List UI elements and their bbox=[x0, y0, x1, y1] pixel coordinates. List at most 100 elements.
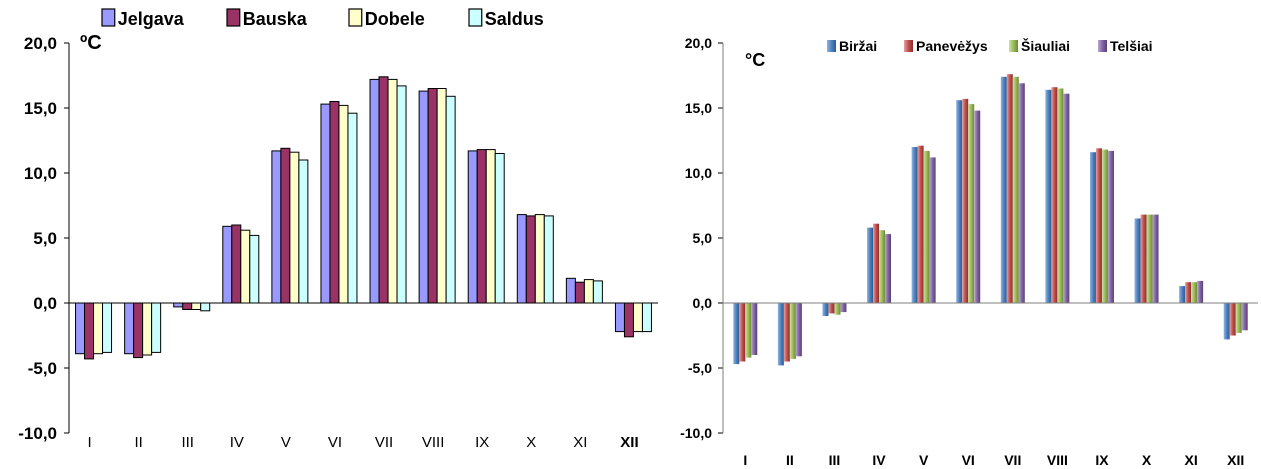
bar-saldus-vi bbox=[347, 112, 358, 304]
legend-label: Saldus bbox=[485, 9, 544, 29]
legend-label: Dobele bbox=[365, 9, 425, 29]
y-tick-label: 10,0 bbox=[24, 164, 57, 183]
bar-saldus-ix bbox=[494, 153, 505, 304]
category-label: V bbox=[281, 434, 291, 451]
bar-telšiai-vi bbox=[974, 110, 981, 303]
category-labels: I II III IV V VI VII VIII IX X XI XII bbox=[743, 452, 1244, 468]
bar-bauska-xii bbox=[623, 302, 634, 338]
bar-panevėžys-i bbox=[739, 303, 746, 362]
category-label: VIII bbox=[1047, 452, 1068, 468]
bar-jelgava-iii bbox=[173, 302, 184, 308]
legend: Biržai Panevėžys Šiauliai Telšiai bbox=[827, 37, 1153, 54]
bar-biržai-xii bbox=[1223, 303, 1230, 340]
bar-biržai-i bbox=[733, 303, 740, 365]
bar-šiauliai-iv bbox=[879, 230, 886, 303]
bar-šiauliai-viii bbox=[1057, 88, 1064, 303]
bar-šiauliai-v bbox=[923, 150, 930, 303]
legend-swatch-biržai bbox=[827, 40, 836, 52]
category-label: II bbox=[134, 434, 142, 451]
y-axis-ticks: -10,0 -5,0 0,0 5,0 10,0 15,0 20,0 bbox=[18, 34, 69, 443]
category-label: IX bbox=[475, 434, 489, 451]
bar-biržai-iv bbox=[867, 227, 874, 303]
bar-jelgava-i bbox=[75, 302, 86, 355]
bar-panevėžys-viii bbox=[1051, 87, 1058, 303]
bar-telšiai-xi bbox=[1197, 280, 1204, 303]
y-tick-label: 15,0 bbox=[685, 100, 712, 116]
bar-saldus-vii bbox=[396, 85, 407, 304]
category-label: III bbox=[181, 434, 194, 451]
category-labels: I II III IV V VI VII VIII IX X XI XII bbox=[87, 434, 638, 451]
bar-telšiai-i bbox=[751, 303, 758, 355]
legend-swatch-telšiai bbox=[1098, 40, 1107, 52]
bar-telšiai-v bbox=[929, 157, 936, 303]
category-label: VI bbox=[328, 434, 342, 451]
unit-label: ºC bbox=[80, 32, 102, 54]
category-label: I bbox=[743, 452, 747, 468]
y-tick-label: 0,0 bbox=[33, 294, 57, 313]
bar-saldus-xii bbox=[641, 302, 652, 333]
bar-bauska-vi bbox=[329, 101, 340, 304]
bar-jelgava-v bbox=[271, 150, 282, 304]
bar-panevėžys-v bbox=[917, 145, 924, 303]
bar-panevėžys-x bbox=[1140, 214, 1147, 303]
bar-dobele-iv bbox=[240, 229, 251, 304]
bar-saldus-iv bbox=[249, 234, 260, 304]
y-tick-label: -10,0 bbox=[18, 424, 57, 443]
bar-jelgava-viii bbox=[418, 90, 429, 304]
bar-jelgava-vi bbox=[320, 103, 331, 304]
bar-šiauliai-i bbox=[745, 303, 752, 358]
bar-panevėžys-iv bbox=[873, 223, 880, 303]
bar-bauska-vii bbox=[378, 76, 389, 304]
legend-swatch-jelgava bbox=[101, 8, 116, 27]
legend-label: Panevėžys bbox=[916, 38, 988, 54]
category-label: XII bbox=[620, 434, 638, 451]
bar-bauska-viii bbox=[427, 88, 438, 304]
bar-dobele-vi bbox=[338, 104, 349, 304]
legend-label: Šiauliai bbox=[1021, 37, 1070, 54]
axes bbox=[722, 43, 1258, 433]
bar-dobele-iii bbox=[191, 302, 202, 310]
bar-jelgava-vii bbox=[369, 78, 380, 304]
bar-panevėžys-xii bbox=[1229, 303, 1236, 336]
bar-bauska-i bbox=[84, 302, 95, 360]
bar-bauska-v bbox=[280, 147, 291, 304]
bar-šiauliai-vi bbox=[968, 104, 975, 303]
category-label: X bbox=[1142, 452, 1152, 468]
bar-biržai-ix bbox=[1089, 152, 1096, 303]
category-label: VIII bbox=[422, 434, 445, 451]
bar-bauska-x bbox=[525, 215, 536, 304]
bar-biržai-vi bbox=[956, 100, 963, 303]
bar-saldus-ii bbox=[151, 302, 162, 353]
legend-label: Telšiai bbox=[1110, 38, 1153, 54]
bar-saldus-v bbox=[298, 159, 309, 304]
bar-bauska-ii bbox=[133, 302, 144, 359]
bar-biržai-ii bbox=[777, 303, 784, 366]
chart-latvia: Jelgava Bauska Dobele Saldus ºC -10,0 -5,0 0,… bbox=[18, 8, 658, 451]
category-label: VII bbox=[1004, 452, 1021, 468]
category-label: III bbox=[829, 452, 841, 468]
category-label: I bbox=[87, 434, 91, 451]
axes bbox=[68, 43, 658, 433]
bars bbox=[75, 76, 652, 360]
bar-dobele-vii bbox=[387, 78, 398, 304]
chart-lithuania: Biržai Panevėžys Šiauliai Telšiai °C -10,0-… bbox=[680, 35, 1258, 468]
y-tick-label: -5,0 bbox=[28, 359, 57, 378]
bar-saldus-viii bbox=[445, 95, 456, 304]
bar-telšiai-ii bbox=[795, 303, 802, 357]
category-label: IX bbox=[1095, 452, 1109, 468]
legend-swatch-šiauliai bbox=[1009, 40, 1018, 52]
legend-label: Biržai bbox=[839, 38, 877, 54]
category-label: IV bbox=[872, 452, 886, 468]
category-label: IV bbox=[230, 434, 244, 451]
bar-biržai-viii bbox=[1045, 89, 1052, 303]
y-tick-label: -10,0 bbox=[680, 425, 712, 441]
bar-telšiai-iii bbox=[840, 303, 847, 313]
y-tick-label: 5,0 bbox=[33, 229, 57, 248]
category-label: XI bbox=[573, 434, 587, 451]
category-label: VI bbox=[962, 452, 975, 468]
bar-biržai-x bbox=[1134, 218, 1141, 303]
bar-dobele-xi bbox=[583, 279, 594, 304]
bar-jelgava-xii bbox=[614, 302, 625, 333]
bar-jelgava-iv bbox=[222, 225, 233, 304]
